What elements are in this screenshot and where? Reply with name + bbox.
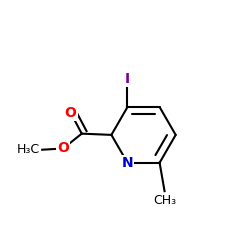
Text: I: I [125,72,130,86]
Text: CH₃: CH₃ [153,194,176,206]
Text: O: O [65,106,76,120]
Text: N: N [122,156,133,170]
Text: O: O [57,142,69,156]
Text: H₃C: H₃C [16,143,40,156]
